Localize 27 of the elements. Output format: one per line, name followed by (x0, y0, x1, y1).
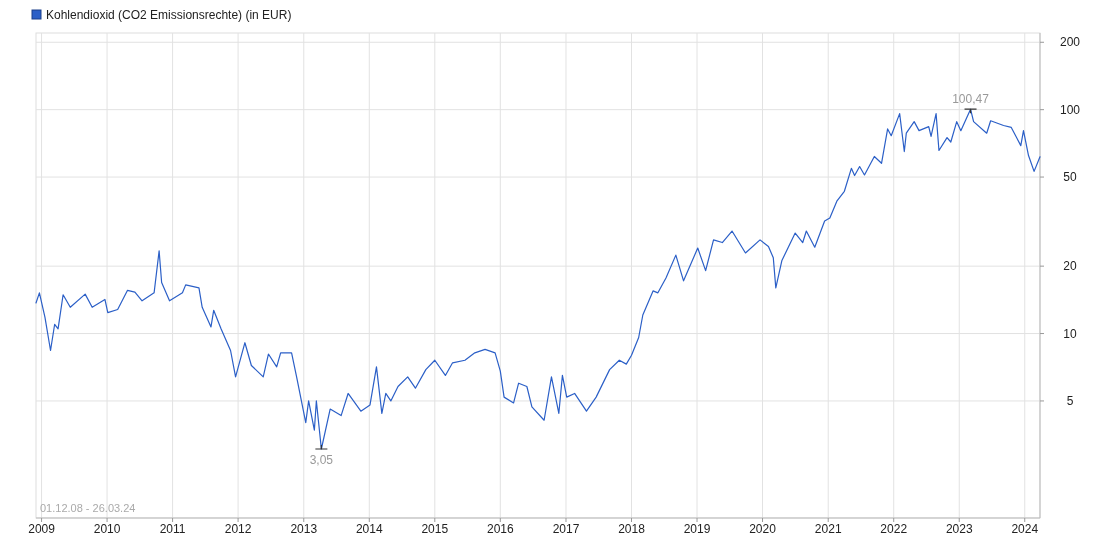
x-tick-label: 2011 (159, 522, 186, 536)
annotation: 01.12.08 - 26.03.24 (40, 502, 136, 514)
x-tick-label: 2020 (749, 522, 777, 536)
x-tick-label: 2012 (224, 522, 252, 536)
x-tick-label: 2009 (28, 522, 56, 536)
x-tick-label: 2010 (93, 522, 121, 536)
annotation: 100,47 (952, 92, 990, 107)
x-tick-label: 2016 (486, 522, 514, 536)
x-tick-label: 2023 (945, 522, 973, 536)
line-series (35, 108, 1041, 450)
y-tick-label: 200 (1059, 35, 1081, 50)
y-tick-label: 10 (1063, 326, 1077, 341)
x-tick-label: 2015 (421, 522, 449, 536)
x-tick-label: 2024 (1011, 522, 1039, 536)
x-tick-label: 2021 (814, 522, 842, 536)
x-tick-label: 2022 (880, 522, 908, 536)
y-tick-label: 5 (1066, 393, 1074, 408)
annotation: 3,05 (309, 453, 334, 467)
x-tick-label: 2013 (290, 522, 318, 536)
y-tick-label: 50 (1063, 170, 1077, 185)
y-tick-label: 20 (1063, 259, 1077, 274)
legend-label: Kohlendioxid (CO2 Emissionsrechte) (in EUR) (46, 8, 292, 22)
x-tick-label: 2019 (683, 522, 711, 536)
x-tick-label: 2017 (552, 522, 580, 536)
x-tick-label: 2014 (355, 522, 383, 536)
x-tick-label: 2018 (618, 522, 646, 536)
y-tick-label: 100 (1059, 102, 1081, 117)
